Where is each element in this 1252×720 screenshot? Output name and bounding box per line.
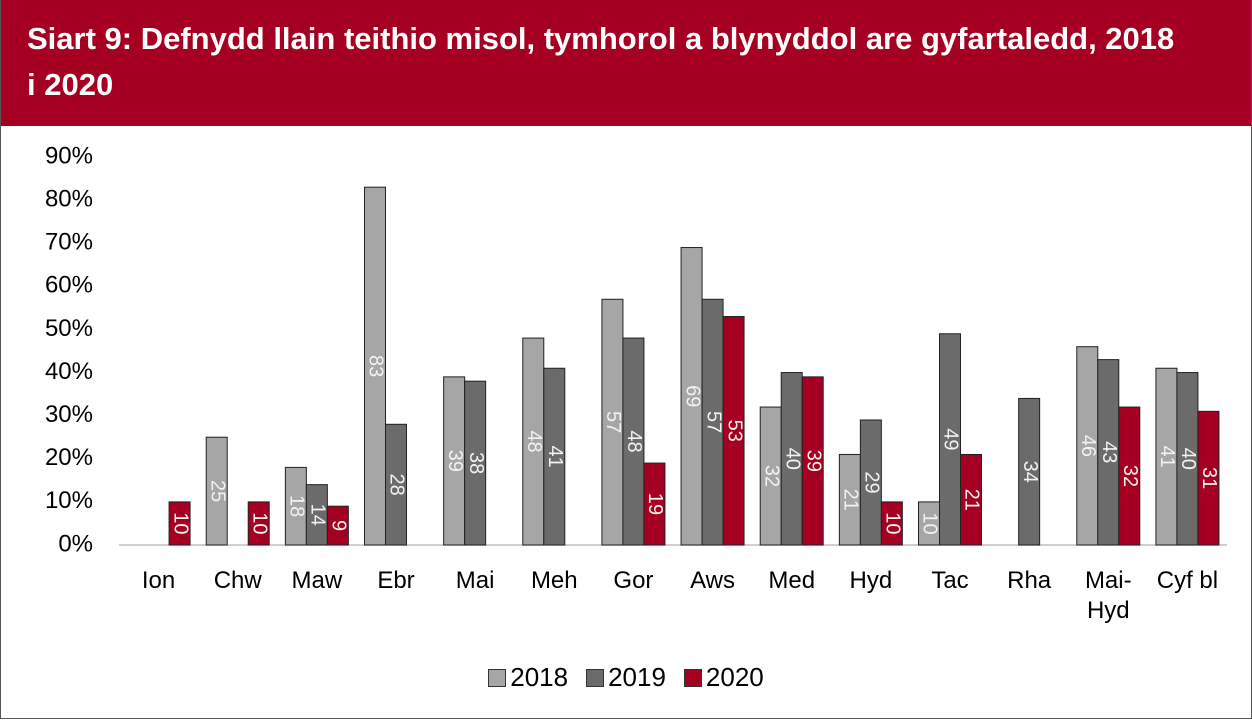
data-label: 9 xyxy=(328,520,350,531)
x-tick-label: Cyf bl xyxy=(1156,567,1219,594)
bar xyxy=(247,501,270,546)
data-label: 14 xyxy=(307,504,329,526)
data-label: 10 xyxy=(248,512,270,534)
chart-title: Siart 9: Defnydd llain teithio misol, ty… xyxy=(27,21,1175,102)
data-label: 18 xyxy=(286,495,308,517)
data-label: 48 xyxy=(623,430,645,452)
data-label: 39 xyxy=(802,450,824,472)
data-label: 43 xyxy=(1098,441,1120,463)
data-label: 19 xyxy=(644,493,666,515)
data-label: 39 xyxy=(444,450,466,472)
x-tick-label: Hyd xyxy=(849,567,893,594)
bar xyxy=(364,186,386,546)
data-label: 21 xyxy=(840,489,862,511)
bar xyxy=(622,337,645,546)
data-label: 69 xyxy=(681,385,703,407)
data-label: 28 xyxy=(386,474,408,496)
data-label: 32 xyxy=(1119,465,1141,487)
y-tick-label: 40% xyxy=(45,358,93,385)
data-label: 32 xyxy=(760,465,782,487)
x-tick-label: Ion xyxy=(141,567,176,594)
x-tick-label: Med xyxy=(768,567,816,594)
data-label: 29 xyxy=(861,471,883,493)
legend: 2018 2019 2020 xyxy=(1,662,1251,693)
bar xyxy=(960,453,982,546)
bar xyxy=(880,501,903,546)
data-label: 40 xyxy=(1177,448,1199,470)
legend-item: 2020 xyxy=(683,662,764,693)
legend-swatch xyxy=(586,668,605,687)
x-tick-label: Rha xyxy=(1007,567,1052,594)
data-label: 10 xyxy=(169,512,191,534)
data-label: 21 xyxy=(961,489,983,511)
x-tick-label: Chw xyxy=(213,567,262,594)
legend-swatch xyxy=(683,668,702,687)
x-tick-label: Gor xyxy=(613,567,654,594)
bar xyxy=(1018,397,1041,546)
legend-swatch xyxy=(488,668,507,687)
y-tick-label: 80% xyxy=(45,185,93,212)
bar xyxy=(205,436,228,546)
data-label: 57 xyxy=(702,411,724,433)
y-tick-label: 10% xyxy=(45,487,93,514)
header-band: Siart 9: Defnydd llain teithio misol, ty… xyxy=(1,0,1251,126)
x-tick-label: Maw xyxy=(291,567,343,594)
legend-item: 2019 xyxy=(586,662,666,693)
legend-item: 2018 xyxy=(488,662,568,693)
data-label: 48 xyxy=(523,430,545,452)
data-label: 49 xyxy=(940,428,962,450)
y-tick-label: 0% xyxy=(58,530,93,557)
bar xyxy=(801,376,824,546)
y-tick-label: 70% xyxy=(45,229,93,256)
data-label: 83 xyxy=(365,355,387,377)
bar xyxy=(859,419,882,546)
data-label: 57 xyxy=(602,411,624,433)
x-tick-label: Mai-Hyd xyxy=(1084,567,1132,624)
bar xyxy=(168,501,191,546)
x-tick-label: Mai xyxy=(455,567,495,594)
bar xyxy=(385,423,407,546)
bar xyxy=(939,333,961,546)
legend-label: 2018 xyxy=(510,662,569,692)
y-tick-label: 50% xyxy=(45,315,93,342)
data-label: 10 xyxy=(919,512,941,534)
bar xyxy=(326,505,349,546)
legend-label: 2019 xyxy=(608,662,666,692)
bar xyxy=(1118,406,1141,546)
x-tick-label: Meh xyxy=(530,567,578,594)
data-label: 46 xyxy=(1077,435,1099,457)
bar xyxy=(643,462,666,546)
bar xyxy=(1197,410,1220,546)
data-label: 10 xyxy=(882,512,904,534)
data-label: 53 xyxy=(723,420,745,442)
y-tick-label: 20% xyxy=(45,444,93,471)
data-label: 40 xyxy=(781,448,803,470)
x-tick-label: Ebr xyxy=(377,567,415,594)
bar xyxy=(722,316,745,546)
y-tick-label: 60% xyxy=(45,272,93,299)
x-tick-label: Aws xyxy=(690,567,736,594)
data-label: 38 xyxy=(465,452,487,474)
bar xyxy=(464,380,487,546)
bar xyxy=(543,367,566,546)
x-tick-label: Tac xyxy=(931,567,969,594)
y-tick-label: 90% xyxy=(45,142,93,169)
data-label: 34 xyxy=(1019,461,1041,483)
data-label: 25 xyxy=(206,480,228,502)
data-label: 41 xyxy=(1156,445,1178,467)
data-label: 31 xyxy=(1198,467,1220,489)
y-tick-label: 30% xyxy=(45,401,93,428)
data-label: 41 xyxy=(544,445,566,467)
legend-label: 2020 xyxy=(705,662,764,692)
